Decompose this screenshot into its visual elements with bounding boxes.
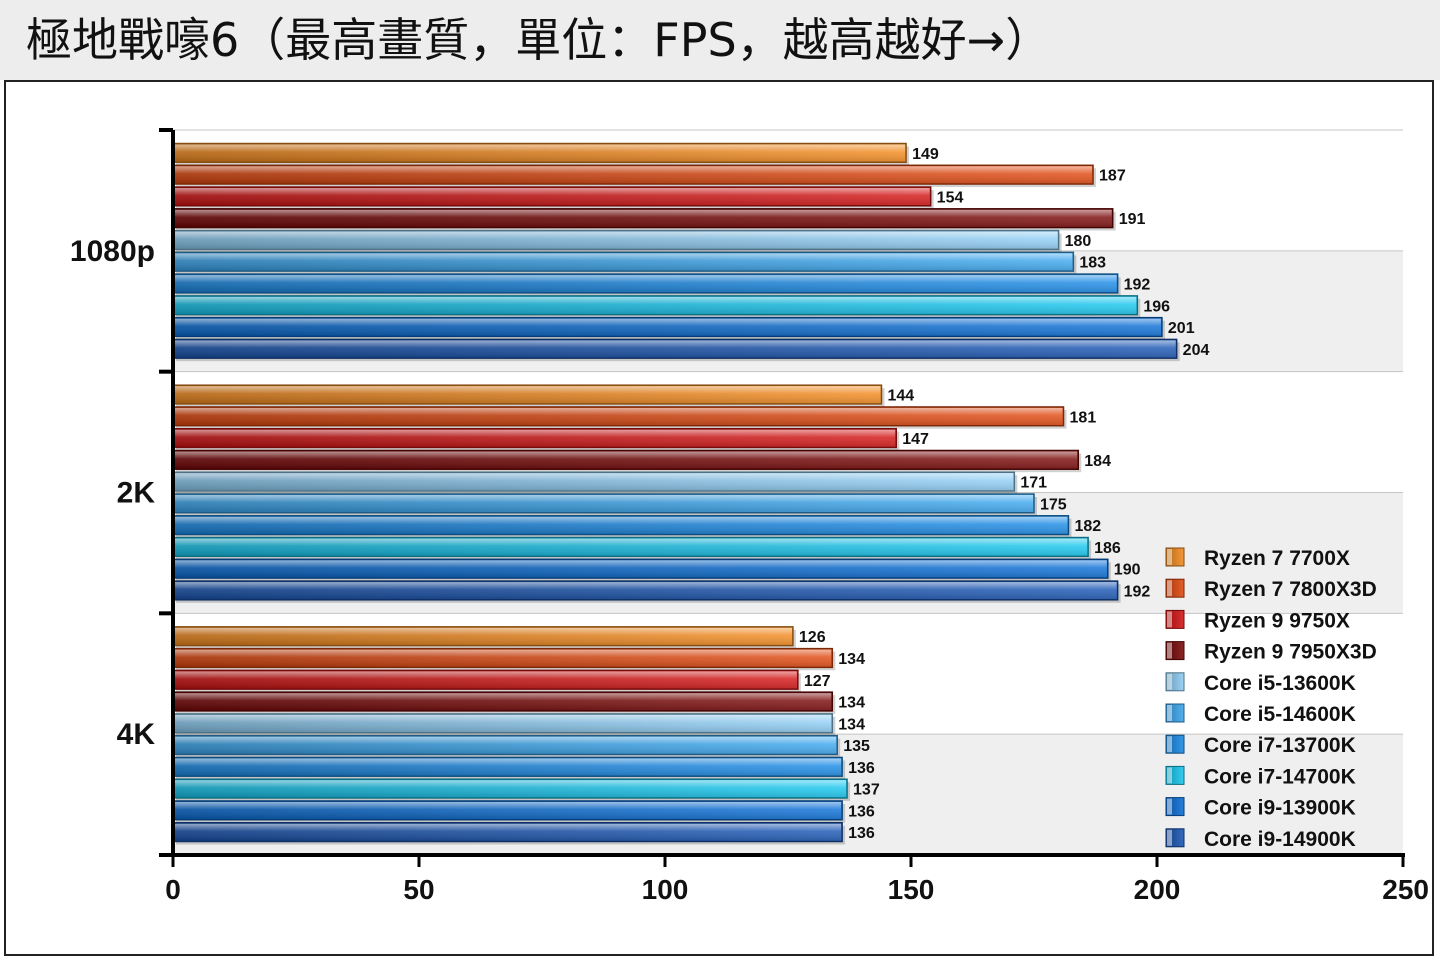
legend-label: Core i5-13600K <box>1204 672 1356 695</box>
bars: 149 187 154 191 180 183 192 196 201 204 144 181 147 1… <box>172 142 1210 845</box>
bar-highlight <box>174 144 906 162</box>
bar-highlight <box>174 275 1117 292</box>
data-label: 175 <box>1040 496 1067 513</box>
data-label: 144 <box>887 388 914 405</box>
bar-highlight <box>174 209 1112 227</box>
x-tick-label: 50 <box>403 874 434 905</box>
legend-label: Core i9-14900K <box>1204 828 1356 851</box>
x-tick-label: 0 <box>165 874 181 905</box>
legend-label: Ryzen 7 7700X <box>1204 547 1350 570</box>
bar-highlight <box>174 649 832 667</box>
data-label: 182 <box>1074 518 1101 535</box>
data-label: 137 <box>853 782 880 799</box>
bar-highlight <box>174 495 1033 512</box>
data-label: 154 <box>937 189 964 206</box>
bar-highlight <box>174 188 930 205</box>
bar-highlight <box>174 538 1088 556</box>
bar-highlight <box>174 627 792 645</box>
legend-label: Core i7-13700K <box>1204 734 1356 757</box>
legend: Ryzen 7 7700X Ryzen 7 7800X3D Ryzen 9 9750… <box>1165 547 1377 851</box>
bar-highlight <box>174 801 842 819</box>
x-tick-label: 100 <box>642 874 689 905</box>
bar-highlight <box>174 340 1176 358</box>
data-label: 192 <box>1124 276 1151 293</box>
bar-highlight <box>174 166 1093 184</box>
axes: 1080p 2K 4K 0 50 100 150 200 250 <box>70 128 1429 905</box>
data-label: 136 <box>848 760 875 777</box>
x-tick-label: 150 <box>888 874 935 905</box>
legend-swatch-highlight <box>1167 705 1172 721</box>
bar-highlight <box>174 758 842 776</box>
legend-label: Ryzen 9 9750X <box>1204 609 1350 632</box>
data-label: 127 <box>804 673 831 690</box>
title-bar: 極地戰嚎6（最高畫質，單位：FPS，越高越好→） <box>0 0 1440 80</box>
legend-swatch-highlight <box>1167 736 1172 753</box>
bar-highlight <box>174 516 1068 534</box>
data-label: 184 <box>1084 453 1111 470</box>
data-label: 136 <box>848 825 875 842</box>
bar-highlight <box>174 671 797 689</box>
bar-highlight <box>174 407 1063 425</box>
data-label: 201 <box>1168 320 1195 337</box>
legend-swatch-highlight <box>1167 673 1172 690</box>
data-label: 135 <box>843 738 870 755</box>
data-label: 134 <box>838 651 865 668</box>
data-label: 186 <box>1094 540 1121 557</box>
x-tick-label: 250 <box>1382 874 1429 905</box>
bar-highlight <box>174 780 847 797</box>
bar-highlight <box>174 429 896 447</box>
data-label: 196 <box>1143 298 1170 315</box>
bar-highlight <box>174 451 1078 469</box>
legend-swatch-highlight <box>1167 549 1172 565</box>
legend-label: Ryzen 7 7800X3D <box>1204 578 1377 601</box>
bar-highlight <box>174 253 1073 271</box>
bar-highlight <box>174 823 842 841</box>
chart-title: 極地戰嚎6（最高畫質，單位：FPS，越高越好→） <box>26 13 1052 67</box>
bar-highlight <box>174 714 832 732</box>
data-label: 136 <box>848 803 875 820</box>
bar-highlight <box>174 296 1137 314</box>
category-label: 2K <box>117 477 156 510</box>
legend-label: Core i7-14700K <box>1204 765 1356 788</box>
data-label: 147 <box>902 431 929 448</box>
bar-highlight <box>174 693 832 710</box>
legend-swatch-highlight <box>1167 580 1172 597</box>
data-label: 134 <box>838 716 865 733</box>
data-label: 204 <box>1183 342 1210 359</box>
data-label: 191 <box>1119 211 1146 228</box>
legend-swatch-highlight <box>1167 611 1172 628</box>
bar-highlight <box>174 386 881 403</box>
bar-highlight <box>174 473 1014 490</box>
category-label: 4K <box>117 718 156 751</box>
data-label: 180 <box>1065 233 1092 250</box>
x-tick-label: 200 <box>1134 874 1181 905</box>
data-label: 149 <box>912 146 939 163</box>
legend-swatch-highlight <box>1167 767 1172 784</box>
data-label: 126 <box>799 629 826 646</box>
legend-label: Ryzen 9 7950X3D <box>1204 641 1377 664</box>
legend-swatch-highlight <box>1167 642 1172 659</box>
bar-highlight <box>174 231 1058 249</box>
data-label: 171 <box>1020 475 1047 492</box>
data-label: 183 <box>1079 255 1106 272</box>
legend-swatch-highlight <box>1167 829 1172 846</box>
data-label: 190 <box>1114 562 1141 579</box>
data-label: 134 <box>838 695 865 712</box>
data-label: 192 <box>1124 583 1151 600</box>
legend-label: Core i5-14600K <box>1204 703 1356 726</box>
legend-label: Core i9-13900K <box>1204 797 1356 820</box>
data-label: 181 <box>1070 409 1097 426</box>
bar-highlight <box>174 560 1107 578</box>
legend-swatch-highlight <box>1167 798 1172 815</box>
bar-highlight <box>174 318 1161 336</box>
bar-highlight <box>174 582 1117 599</box>
category-label: 1080p <box>70 235 155 268</box>
bar-highlight <box>174 736 837 754</box>
data-label: 187 <box>1099 168 1126 185</box>
